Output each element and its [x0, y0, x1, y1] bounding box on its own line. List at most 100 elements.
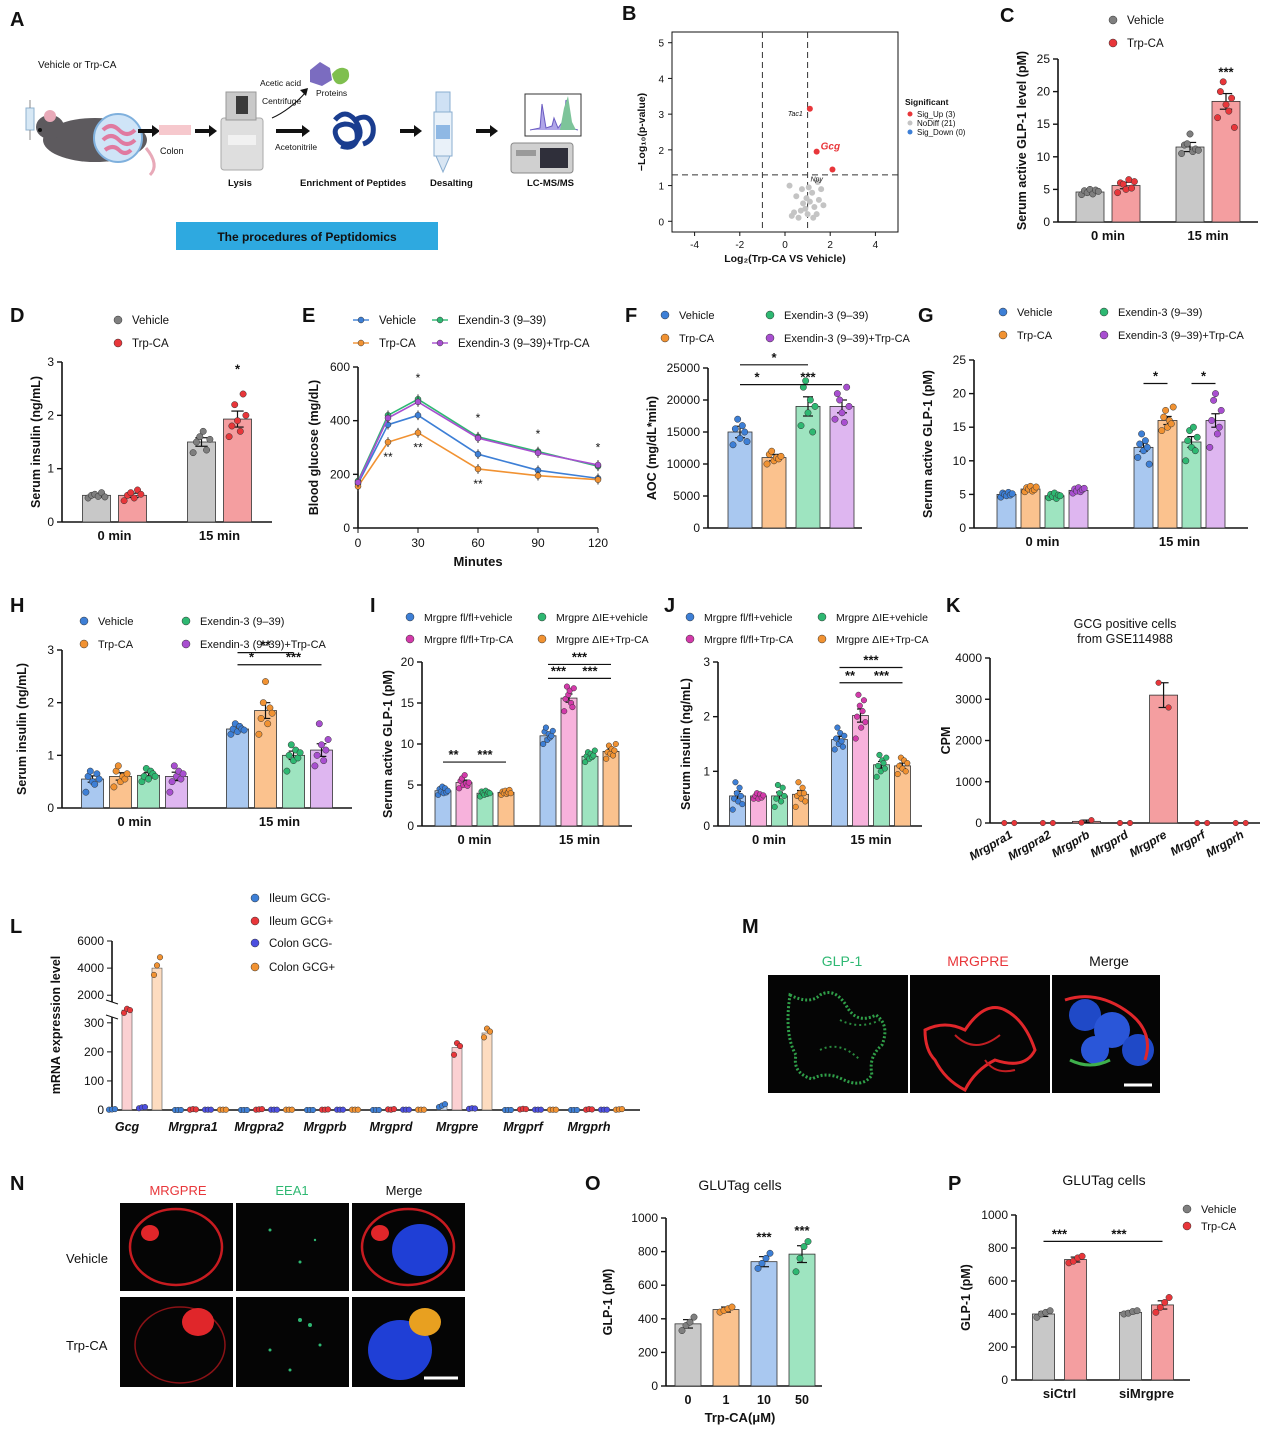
bar — [1175, 146, 1205, 223]
data-point — [203, 446, 210, 454]
data-point — [206, 435, 214, 443]
data-point — [354, 479, 362, 486]
y-tick-label: 25000 — [667, 361, 701, 375]
data-point — [1186, 130, 1194, 138]
y-tick-label: 0 — [1043, 215, 1050, 229]
legend-marker — [1108, 15, 1118, 25]
data-point — [384, 414, 392, 422]
legend-marker — [436, 316, 444, 324]
data-point — [594, 461, 602, 469]
bar — [750, 1261, 778, 1387]
data-point — [809, 428, 817, 436]
data-point — [86, 767, 94, 775]
x-tick-label: Mrgprh — [567, 1120, 610, 1134]
y-tick-label: 10 — [401, 737, 415, 751]
data-point — [1094, 187, 1102, 195]
data-point — [881, 765, 888, 772]
significance-mark: *** — [477, 747, 493, 762]
data-point — [222, 1106, 230, 1113]
bar — [1157, 420, 1178, 529]
data-point-nodiff — [795, 214, 802, 221]
chart-l: 0 100 200 300 2000 4000 6000 mRNA expression le… — [49, 893, 640, 1134]
legend-marker — [1099, 307, 1109, 317]
panel-letter-d: D — [10, 305, 24, 327]
procedures-banner-text: The procedures of Peptidomics — [217, 230, 397, 244]
x-tick-label: 15 min — [199, 528, 240, 543]
data-point — [549, 727, 556, 734]
legend-marker — [113, 315, 123, 325]
data-point — [120, 497, 128, 505]
data-point — [243, 1106, 251, 1114]
significance-mark: ** — [413, 441, 423, 455]
data-point — [239, 390, 247, 398]
significance-mark: *** — [1052, 1226, 1068, 1241]
y-tick-label: 200 — [638, 1345, 658, 1359]
data-point — [1242, 819, 1249, 827]
data-point — [1011, 819, 1018, 827]
data-point — [1215, 423, 1223, 431]
data-point — [777, 452, 785, 460]
data-point — [522, 1106, 530, 1113]
legend-marker — [113, 338, 123, 348]
x-tick-label: 120 — [588, 536, 608, 550]
significance-mark: *** — [1218, 65, 1234, 80]
y-tick-label: 0 — [1001, 1373, 1008, 1387]
bar — [1119, 1311, 1142, 1381]
chart-title: GLUTag cells — [1062, 1172, 1145, 1188]
data-point — [1165, 1294, 1173, 1301]
point-label: Tac1 — [788, 111, 803, 118]
bar — [712, 1309, 740, 1387]
n-image-trpca-merge — [352, 1297, 465, 1387]
data-point — [405, 1106, 413, 1113]
data-point — [1049, 819, 1056, 827]
y-tick-label: 0 — [97, 1103, 104, 1117]
data-point — [199, 427, 207, 435]
legend-label: Mrgpre fl/fl+vehicle — [704, 612, 793, 624]
data-point — [806, 396, 814, 404]
data-point — [883, 754, 890, 761]
data-point-nodiff — [786, 182, 793, 189]
data-point — [228, 422, 236, 430]
y-tick-label: 15000 — [667, 425, 701, 439]
data-point — [1208, 417, 1216, 424]
significance-mark: ** — [473, 477, 483, 491]
significance-mark: * — [249, 650, 255, 665]
chart-c: 0 5 10 15 20 25 Serum active GLP-1 level (pM) 0… — [1015, 15, 1258, 243]
curved-arrow-icon — [271, 91, 307, 119]
desalting-column-icon — [433, 91, 453, 174]
y-axis-label: Serum active GLP-1 level (pM) — [1015, 51, 1029, 230]
panel-letter-b: B — [622, 3, 636, 25]
data-point — [873, 773, 880, 780]
data-point — [141, 1104, 149, 1111]
legend-label: Sig_Down (0) — [917, 128, 966, 137]
data-point — [582, 758, 589, 766]
data-point — [552, 1106, 560, 1113]
chart-g: 0 5 10 15 20 25 Serum active GLP-1 (pM) 0 min 15… — [921, 307, 1248, 549]
data-point — [774, 781, 781, 789]
y-tick-label: 0 — [651, 1379, 658, 1393]
significance-mark: *** — [572, 649, 588, 664]
legend-marker — [250, 893, 260, 903]
acetonitrile-label: Acetonitrile — [275, 142, 317, 152]
legend-label: Trp-CA — [1017, 330, 1053, 342]
y-axis-label: GLP-1 (pM) — [601, 1269, 615, 1336]
colon-label: Colon — [160, 146, 184, 156]
data-point — [797, 422, 805, 430]
data-point — [1056, 492, 1064, 500]
data-point-nodiff — [804, 211, 811, 218]
data-point — [831, 746, 838, 753]
legend-label: Exendin-3 (9–39) — [458, 315, 546, 327]
data-point — [1206, 443, 1214, 451]
data-point — [507, 790, 514, 797]
desalting-label: Desalting — [430, 178, 473, 189]
data-point — [1138, 430, 1146, 438]
legend-marker — [907, 111, 913, 117]
legend-marker — [685, 612, 695, 622]
data-point — [1152, 1308, 1160, 1316]
m-label-merge: Merge — [1089, 953, 1129, 969]
data-point — [1001, 819, 1008, 827]
x-tick-label: 60 — [471, 536, 485, 550]
data-point — [324, 736, 332, 743]
legend-label: Trp-CA — [1127, 38, 1164, 50]
data-point — [776, 790, 783, 797]
